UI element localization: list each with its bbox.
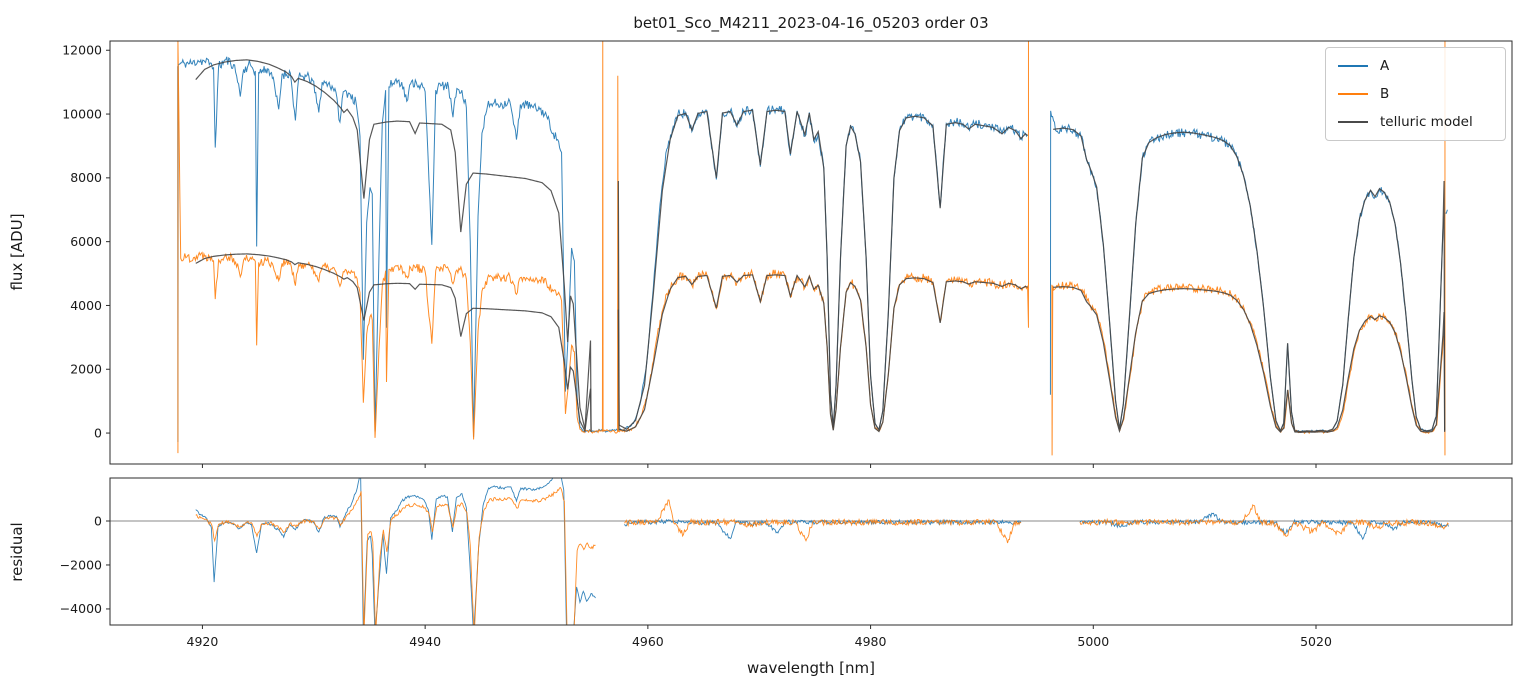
y-tick-label: 10000 bbox=[62, 106, 102, 121]
x-tick-label: 4940 bbox=[409, 634, 441, 649]
x-tick-label: 4920 bbox=[187, 634, 219, 649]
series-resid_A-curve bbox=[1079, 512, 1449, 541]
series-model_A-curve bbox=[195, 59, 592, 431]
series-resid_B-curve bbox=[624, 499, 1022, 544]
series-b-line-icon bbox=[1338, 93, 1368, 95]
x-axis-label: wavelength [nm] bbox=[747, 659, 875, 677]
x-tick-label: 4980 bbox=[855, 634, 887, 649]
series-resid_B-curve bbox=[1079, 504, 1449, 537]
y-tick-label: 0 bbox=[94, 425, 102, 440]
series-model_A-curve bbox=[1053, 127, 1446, 433]
series-model_B-curve bbox=[195, 253, 592, 434]
series-resid_B-curve bbox=[195, 486, 596, 625]
y-tick-label: 4000 bbox=[70, 298, 102, 313]
y-tick-label: 12000 bbox=[62, 43, 102, 58]
y-tick-label: 8000 bbox=[70, 170, 102, 185]
telluric-model-line-icon bbox=[1338, 121, 1368, 123]
y-tick-label: 2000 bbox=[70, 362, 102, 377]
series-resid_A-curve bbox=[195, 478, 596, 625]
x-tick-label: 5020 bbox=[1300, 634, 1332, 649]
series-a-line-icon bbox=[1338, 65, 1368, 67]
legend-label-a: A bbox=[1380, 58, 1390, 74]
y-axis-label-flux: flux [ADU] bbox=[8, 213, 26, 290]
series-model_B-curve bbox=[1053, 286, 1446, 434]
y-tick-label: −4000 bbox=[60, 601, 102, 616]
legend-item-a: A bbox=[1338, 53, 1505, 79]
legend-item-b: B bbox=[1338, 81, 1505, 107]
y-axis-label-residual: residual bbox=[8, 522, 26, 581]
chart-title: bet01_Sco_M4211_2023-04-16_05203 order 0… bbox=[633, 14, 988, 33]
y-tick-label: 6000 bbox=[70, 234, 102, 249]
series-B-curve bbox=[177, 41, 1029, 454]
legend-item-telluric-model: telluric model bbox=[1338, 109, 1505, 135]
bottom-panel-frame bbox=[109, 477, 1513, 626]
top-panel-frame bbox=[109, 40, 1513, 465]
y-tick-label: 0 bbox=[94, 513, 102, 528]
x-tick-label: 4960 bbox=[632, 634, 664, 649]
y-tick-label: −2000 bbox=[60, 557, 102, 572]
series-model_B-curve bbox=[617, 274, 1028, 433]
x-tick-label: 5000 bbox=[1077, 634, 1109, 649]
series-model_A-curve bbox=[617, 109, 1028, 432]
legend-label-b: B bbox=[1380, 86, 1390, 102]
legend-label-telluric-model: telluric model bbox=[1380, 114, 1473, 130]
legend: A B telluric model bbox=[1325, 47, 1506, 141]
